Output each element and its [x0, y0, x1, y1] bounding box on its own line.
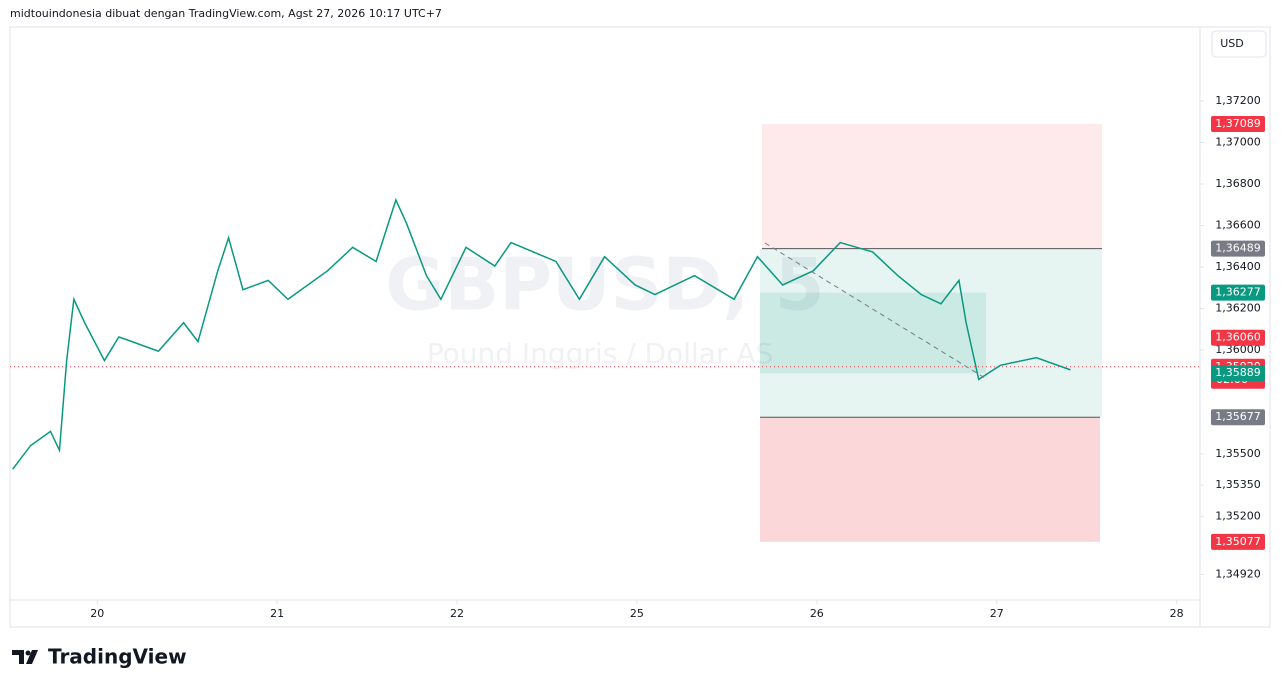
- y-tick-label: 1,35350: [1215, 478, 1261, 491]
- price-tag-label: 1,36489: [1215, 242, 1261, 255]
- stop-zone-lower: [760, 417, 1100, 542]
- price-tag: [1211, 409, 1265, 426]
- y-tick-label: 1,36800: [1215, 177, 1261, 190]
- price-tag-label: 1,35889: [1215, 366, 1261, 379]
- x-tick-label: 26: [810, 607, 824, 620]
- y-tick-label: 1,36200: [1215, 302, 1261, 315]
- price-tag-label: 1,35677: [1215, 410, 1261, 423]
- watermark-symbol: GBPUSD, 5: [385, 243, 824, 327]
- y-tick-label: 1,36600: [1215, 219, 1261, 232]
- x-tick-label: 28: [1170, 607, 1184, 620]
- price-line: [12, 197, 1071, 470]
- price-tag-label: 1,35077: [1215, 535, 1261, 548]
- y-tick-label: 1,37000: [1215, 135, 1261, 148]
- y-tick-label: 1,36400: [1215, 260, 1261, 273]
- trade-path: [764, 242, 986, 379]
- x-tick-label: 21: [270, 607, 284, 620]
- stop-zone: [762, 123, 1102, 249]
- price-tag: [1211, 240, 1265, 257]
- price-tag: [1211, 329, 1265, 346]
- logo-icon: [12, 650, 38, 664]
- price-tag: [1211, 284, 1265, 301]
- currency-button[interactable]: [1211, 30, 1267, 58]
- x-tick-label: 27: [990, 607, 1004, 620]
- x-tick-label: 25: [630, 607, 644, 620]
- y-tick-label: 1,35200: [1215, 509, 1261, 522]
- target-zone-filled: [760, 292, 986, 374]
- y-tick-label: 1,35500: [1215, 447, 1261, 460]
- chart-frame: [9, 26, 1271, 628]
- price-tag-label: 1,36060: [1215, 331, 1261, 344]
- x-tick-label: 20: [90, 607, 104, 620]
- y-tick-label: 1,37200: [1215, 94, 1261, 107]
- price-tag: [1211, 533, 1265, 550]
- header-text: midtouindonesia dibuat dengan TradingVie…: [10, 7, 442, 20]
- target-zone: [760, 248, 1102, 418]
- price-tag: [1211, 365, 1265, 382]
- y-tick-label: 1,34920: [1215, 567, 1261, 580]
- price-tag-label: 1,37089: [1215, 117, 1261, 130]
- currency-label: USD: [1220, 37, 1244, 50]
- price-tag: [1211, 115, 1265, 132]
- logo-text: TradingView: [48, 645, 187, 669]
- price-tag-label: 1,36277: [1215, 286, 1261, 299]
- x-tick-label: 22: [450, 607, 464, 620]
- watermark-name: Pound Inggris / Dollar AS: [427, 337, 774, 370]
- y-tick-label: 1,36000: [1215, 343, 1261, 356]
